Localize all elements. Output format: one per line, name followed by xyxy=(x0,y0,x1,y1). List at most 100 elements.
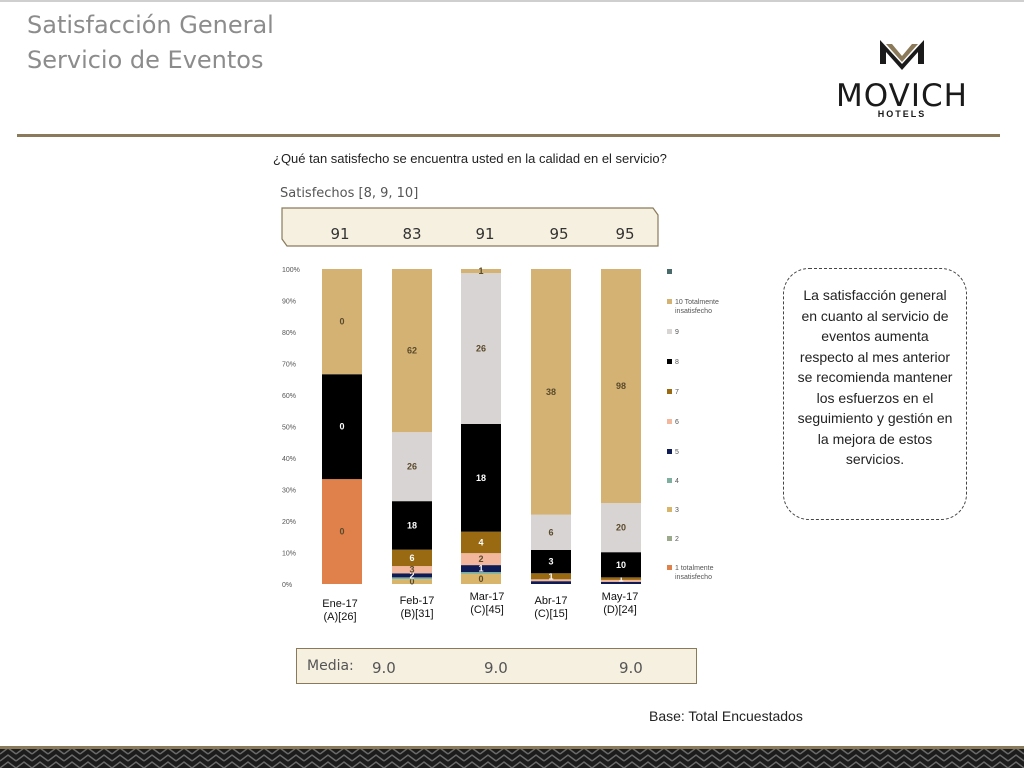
bar-segment xyxy=(392,566,432,574)
legend-swatch xyxy=(667,449,672,454)
legend-label: insatisfecho xyxy=(675,574,712,581)
media-value-1: 9.0 xyxy=(372,659,396,677)
category-month: Feb-17 xyxy=(399,595,435,607)
bar-data-label: 1 xyxy=(548,571,553,581)
media-value-3: 9.0 xyxy=(619,659,643,677)
satisfied-value-may: 95 xyxy=(615,225,635,243)
bar-segment xyxy=(601,581,641,584)
category-month: May-17 xyxy=(601,591,639,603)
bar-segment xyxy=(601,503,641,553)
bar-segment xyxy=(461,565,501,573)
bar-segment xyxy=(392,577,432,580)
footer-pattern xyxy=(0,746,1024,768)
bar-segment xyxy=(322,269,362,375)
bar-segment xyxy=(461,531,501,554)
y-tick-label: 30% xyxy=(282,488,296,495)
bar-segment xyxy=(392,269,432,433)
legend-swatch xyxy=(667,478,672,483)
legend-label: 1 totalmente xyxy=(675,565,714,572)
bar-segment xyxy=(461,423,501,532)
bar-segment xyxy=(531,514,571,550)
bar-data-label: 2 xyxy=(409,570,414,580)
bar-data-label: 26 xyxy=(407,462,417,472)
header-rule xyxy=(17,134,1000,137)
movich-logo: MOVICH HOTELS xyxy=(812,36,992,128)
page-title: Satisfacción General xyxy=(27,11,274,39)
legend-label: 9 xyxy=(675,329,679,336)
y-tick-label: 10% xyxy=(282,551,296,558)
bar-segment xyxy=(531,549,571,574)
category-label-mar: Mar-17 (C)[45] xyxy=(457,591,517,617)
stacked-bar-chart: 0%10%20%30%40%50%60%70%80%90%100%0000236… xyxy=(282,266,719,589)
bar-data-label: 0 xyxy=(478,574,483,584)
y-tick-label: 70% xyxy=(282,362,296,369)
y-tick-label: 0% xyxy=(282,582,292,589)
legend-label: 10 Totalmente xyxy=(675,299,719,306)
legend-swatch xyxy=(667,565,672,570)
satisfied-label: Satisfechos [8, 9, 10] xyxy=(280,186,419,201)
y-tick-label: 90% xyxy=(282,299,296,306)
bar-data-label: 3 xyxy=(409,565,414,575)
bar-segment xyxy=(322,479,362,584)
bar-data-label: 1 xyxy=(478,266,483,276)
bar-segment xyxy=(461,273,501,424)
bar-data-label: 10 xyxy=(616,560,626,570)
bar-segment xyxy=(392,579,432,584)
bar-segment xyxy=(601,577,641,580)
bar-data-label: 6 xyxy=(409,553,414,563)
base-note: Base: Total Encuestados xyxy=(649,708,803,724)
insight-note: La satisfacción general en cuanto al ser… xyxy=(783,268,967,520)
bar-segment xyxy=(392,432,432,502)
bar-segment xyxy=(601,579,641,582)
category-base: (C)[15] xyxy=(534,608,568,620)
satisfied-value-feb: 83 xyxy=(402,225,422,243)
bar-data-label: 2 xyxy=(478,554,483,564)
legend-label: 7 xyxy=(675,389,679,396)
bar-data-label: 0 xyxy=(409,577,414,587)
bar-data-label: 1 xyxy=(618,574,623,584)
page-subtitle: Servicio de Eventos xyxy=(27,46,264,74)
bar-segment xyxy=(461,573,501,584)
bar-data-label: 98 xyxy=(616,381,626,391)
logo-wordmark: MOVICH xyxy=(836,78,968,114)
bar-data-label: 4 xyxy=(478,537,483,547)
legend-label: 4 xyxy=(675,478,679,485)
y-tick-label: 40% xyxy=(282,456,296,463)
bar-segment xyxy=(531,573,571,580)
bar-data-label: 18 xyxy=(476,473,486,483)
category-month: Ene-17 xyxy=(322,598,358,610)
y-tick-label: 100% xyxy=(282,267,300,274)
bar-data-label: 3 xyxy=(548,557,553,567)
legend-swatch xyxy=(667,299,672,304)
y-tick-label: 50% xyxy=(282,425,296,432)
legend-swatch xyxy=(667,269,672,274)
category-base: (B)[31] xyxy=(400,608,434,620)
satisfied-band xyxy=(281,207,659,247)
category-label-apr: Abr-17 (C)[15] xyxy=(521,595,581,621)
y-tick-label: 80% xyxy=(282,330,296,337)
legend-label: 5 xyxy=(675,449,679,456)
bar-data-label: 26 xyxy=(476,344,486,354)
bar-segment xyxy=(531,579,571,582)
legend-swatch xyxy=(667,359,672,364)
bar-data-label: 18 xyxy=(407,520,417,530)
bar-segment xyxy=(461,572,501,574)
bar-segment xyxy=(392,573,432,578)
legend-swatch xyxy=(667,507,672,512)
y-tick-label: 20% xyxy=(282,519,296,526)
category-label-feb: Feb-17 (B)[31] xyxy=(387,595,447,621)
movich-emblem-icon xyxy=(880,40,924,70)
bar-segment xyxy=(392,549,432,567)
satisfied-value-mar: 91 xyxy=(475,225,495,243)
bar-data-label: 38 xyxy=(546,387,556,397)
bar-segment xyxy=(322,374,362,480)
bar-data-label: 0 xyxy=(339,317,344,327)
bar-segment xyxy=(531,581,571,584)
category-base: (D)[24] xyxy=(603,604,637,616)
legend-swatch xyxy=(667,389,672,394)
legend-label: 2 xyxy=(675,536,679,543)
bar-data-label: 6 xyxy=(548,527,553,537)
legend-swatch xyxy=(667,419,672,424)
media-band xyxy=(296,648,697,684)
bar-segment xyxy=(461,553,501,566)
